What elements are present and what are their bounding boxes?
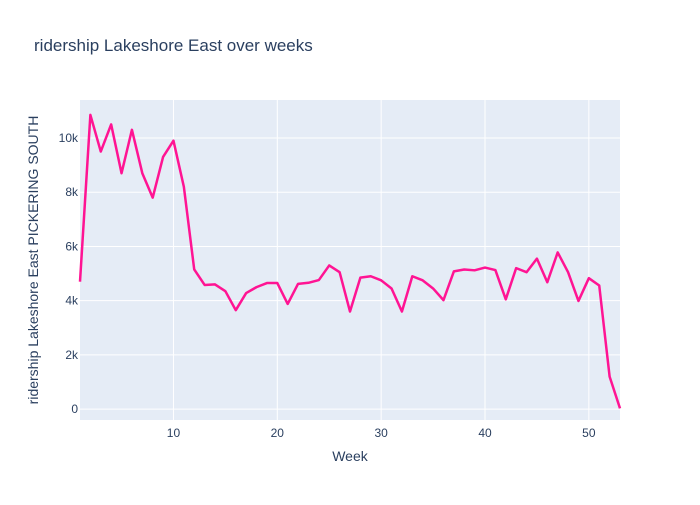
x-tick-label: 20 [271,426,285,440]
y-axis-ticks: 0 2k 4k 6k 8k 10k [59,131,79,416]
y-tick-label: 2k [65,348,79,362]
x-tick-label: 10 [167,426,181,440]
chart-title: ridership Lakeshore East over weeks [34,36,313,55]
y-axis-title: ridership Lakeshore East PICKERING SOUTH [25,116,41,405]
y-tick-label: 8k [65,185,79,199]
x-tick-label: 30 [374,426,388,440]
x-tick-label: 40 [478,426,492,440]
x-axis-title: Week [332,448,369,464]
y-tick-label: 6k [65,239,79,253]
x-tick-label: 50 [582,426,596,440]
y-tick-label: 4k [65,294,79,308]
y-tick-label: 10k [59,131,79,145]
y-tick-label: 0 [71,402,78,416]
x-axis-ticks: 10 20 30 40 50 [167,426,596,440]
plot-area [80,100,620,420]
